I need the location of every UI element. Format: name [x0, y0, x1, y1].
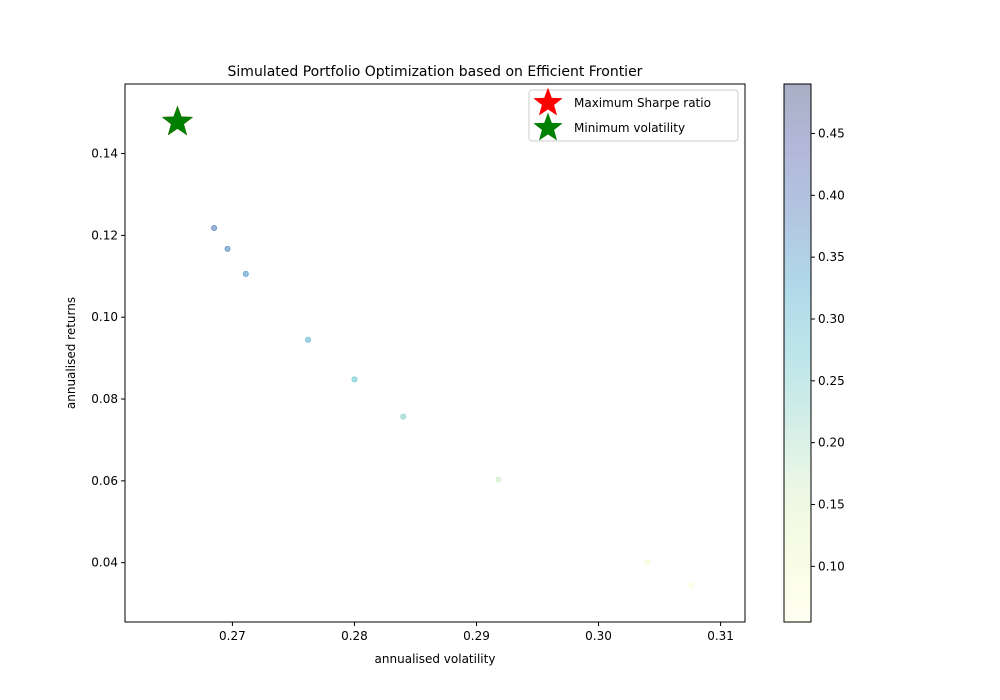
x-tick-label: 0.29	[463, 629, 490, 643]
scatter-point	[644, 559, 651, 566]
colorbar-tick-label: 0.20	[818, 436, 845, 450]
y-tick-label: 0.04	[91, 556, 118, 570]
markers-layer	[161, 105, 194, 136]
colorbar-tick-label: 0.15	[818, 498, 845, 512]
legend-label: Minimum volatility	[574, 121, 685, 135]
scatter-point	[224, 245, 231, 252]
scatter-point	[400, 413, 407, 420]
x-tick-label: 0.31	[707, 629, 734, 643]
colorbar-gradient	[783, 83, 812, 623]
scatter-point	[305, 336, 312, 343]
x-tick-label: 0.27	[219, 629, 246, 643]
scatter-point	[495, 476, 502, 483]
colorbar-tick-label: 0.45	[818, 126, 845, 140]
colorbar: 0.10 0.15 0.20 0.25 0.30 0.35 0.40 0.45	[783, 83, 845, 623]
axes-frame	[124, 83, 746, 623]
y-tick-label: 0.06	[91, 474, 118, 488]
x-axis: 0.27 0.28 0.29 0.30 0.31	[219, 622, 734, 643]
legend-marker	[533, 87, 563, 116]
colorbar-ticks: 0.10 0.15 0.20 0.25 0.30 0.35 0.40 0.45	[811, 126, 845, 573]
colorbar-tick-label: 0.10	[818, 559, 845, 573]
x-tick-label: 0.30	[585, 629, 612, 643]
y-tick-label: 0.14	[91, 147, 118, 161]
legend-label: Maximum Sharpe ratio	[574, 96, 711, 110]
legend-entries: Maximum Sharpe ratio Minimum volatility	[533, 87, 711, 141]
colorbar-tick-label: 0.30	[818, 312, 845, 326]
scatter-point	[211, 225, 218, 232]
legend-box	[528, 89, 739, 142]
scatter-point	[242, 270, 249, 277]
y-axis-label: annualised returns	[64, 297, 78, 409]
plot-area	[124, 83, 746, 623]
min-volatility-marker	[161, 105, 194, 136]
chart-title: Simulated Portfolio Optimization based o…	[228, 64, 643, 80]
colorbar-tick-label: 0.35	[818, 250, 845, 264]
y-tick-label: 0.10	[91, 310, 118, 324]
points-layer	[211, 225, 695, 589]
y-tick-label: 0.08	[91, 392, 118, 406]
y-axis: 0.04 0.06 0.08 0.10 0.12 0.14	[91, 147, 125, 570]
x-tick-label: 0.28	[341, 629, 368, 643]
y-tick-label: 0.12	[91, 228, 118, 242]
scatter-point	[351, 376, 358, 383]
scatter-point	[688, 582, 695, 589]
colorbar-tick-label: 0.40	[818, 188, 845, 202]
colorbar-tick-label: 0.25	[818, 374, 845, 388]
legend: Maximum Sharpe ratio Minimum volatility	[528, 87, 739, 142]
x-axis-label: annualised volatility	[375, 652, 496, 666]
legend-marker	[533, 112, 563, 141]
